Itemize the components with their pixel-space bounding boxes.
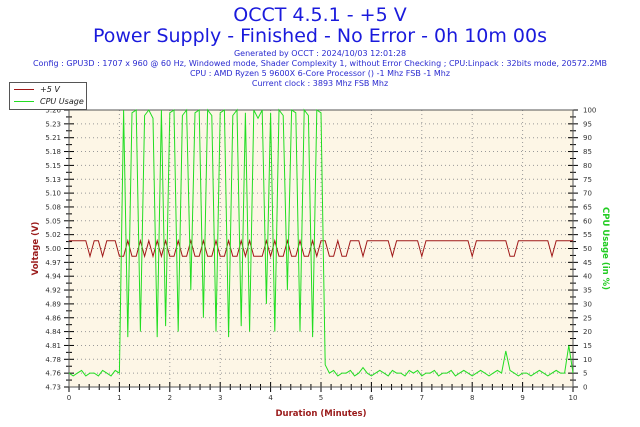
y-tick-label: 5.00 (45, 245, 61, 253)
y2-tick-label: 55 (583, 231, 592, 239)
y2-tick-label: 50 (583, 245, 592, 253)
y-tick-label: 5.21 (45, 134, 61, 142)
y2-tick-label: 10 (583, 356, 592, 364)
y2-tick-label: 60 (583, 217, 592, 225)
series-line-cpu-usage (68, 108, 574, 377)
y-tick-label: 4.84 (45, 328, 61, 336)
legend-item-voltage: +5 V (10, 83, 86, 95)
clock-info: Current clock : 3893 Mhz FSB Mhz (251, 79, 389, 88)
y-tick-label: 4.89 (45, 300, 61, 308)
chart-subtitle: Power Supply - Finished - No Error - 0h … (92, 25, 548, 47)
y-tick-label: 5.10 (45, 190, 61, 198)
x-tick-label: 10 (569, 394, 578, 402)
y-tick-label: 5.18 (45, 148, 61, 156)
plot-border (68, 109, 574, 388)
legend-item-cpu: CPU Usage (10, 95, 86, 107)
y-tick-label: 5.23 (45, 120, 61, 128)
y-tick-label: 4.76 (45, 370, 61, 378)
y-tick-label: 4.86 (45, 314, 61, 322)
y2-tick-label: 35 (583, 287, 592, 295)
y2-tick-label: 75 (583, 176, 592, 184)
legend-label-voltage: +5 V (40, 84, 60, 94)
y2-tick-label: 85 (583, 148, 592, 156)
x-axis-title: Duration (Minutes) (276, 409, 367, 419)
chart-title: OCCT 4.5.1 - +5 V (233, 4, 407, 26)
cpu-info: CPU : AMD Ryzen 5 9600X 6-Core Processor… (189, 69, 451, 78)
y-tick-label: 5.13 (45, 176, 61, 184)
y2-tick-label: 40 (583, 273, 592, 281)
series-line-voltage (69, 238, 573, 259)
y-tick-label: 5.26 (45, 107, 61, 115)
legend: +5 V CPU Usage (9, 82, 87, 110)
y2-tick-label: 80 (583, 162, 592, 170)
y-tick-label: 5.05 (45, 217, 61, 225)
y-tick-label: 4.97 (45, 259, 61, 267)
y2-tick-label: 0 (583, 384, 587, 392)
y-tick-label: 4.92 (45, 287, 61, 295)
y-tick-label: 5.15 (45, 162, 61, 170)
y2-tick-label: 15 (583, 342, 592, 350)
y2-axis-title: CPU Usage (in %) (600, 207, 610, 290)
y-tick-label: 5.08 (45, 203, 61, 211)
x-tick-label: 8 (470, 394, 474, 402)
x-tick-label: 0 (67, 394, 71, 402)
legend-swatch-voltage (14, 88, 34, 90)
y2-tick-label: 5 (583, 370, 587, 378)
legend-label-cpu: CPU Usage (40, 96, 84, 106)
y2-tick-label: 20 (583, 328, 592, 336)
y-tick-label: 5.02 (45, 231, 61, 239)
y2-tick-label: 100 (583, 107, 596, 115)
y-axis-title: Voltage (V) (31, 221, 41, 275)
x-tick-label: 3 (218, 394, 222, 402)
y-tick-label: 4.94 (45, 273, 61, 281)
x-tick-label: 6 (369, 394, 374, 402)
x-tick-label: 5 (319, 394, 323, 402)
x-tick-label: 4 (268, 394, 273, 402)
y2-tick-label: 30 (583, 300, 592, 308)
y-tick-label: 4.73 (45, 384, 61, 392)
y2-tick-label: 45 (583, 259, 592, 267)
y2-tick-label: 95 (583, 120, 592, 128)
x-tick-label: 9 (520, 394, 524, 402)
y-tick-label: 4.81 (45, 342, 61, 350)
x-tick-label: 7 (420, 394, 424, 402)
y-tick-label: 4.78 (45, 356, 61, 364)
y2-tick-label: 25 (583, 314, 592, 322)
y2-tick-label: 65 (583, 203, 592, 211)
config-info: Config : GPU3D : 1707 x 960 @ 60 Hz, Win… (32, 59, 608, 68)
y2-tick-label: 90 (583, 134, 592, 142)
generated-info: Generated by OCCT : 2024/10/03 12:01:28 (233, 49, 407, 58)
legend-swatch-cpu (14, 100, 34, 102)
x-tick-label: 2 (168, 394, 172, 402)
x-tick-label: 1 (117, 394, 121, 402)
y2-tick-label: 70 (583, 190, 592, 198)
